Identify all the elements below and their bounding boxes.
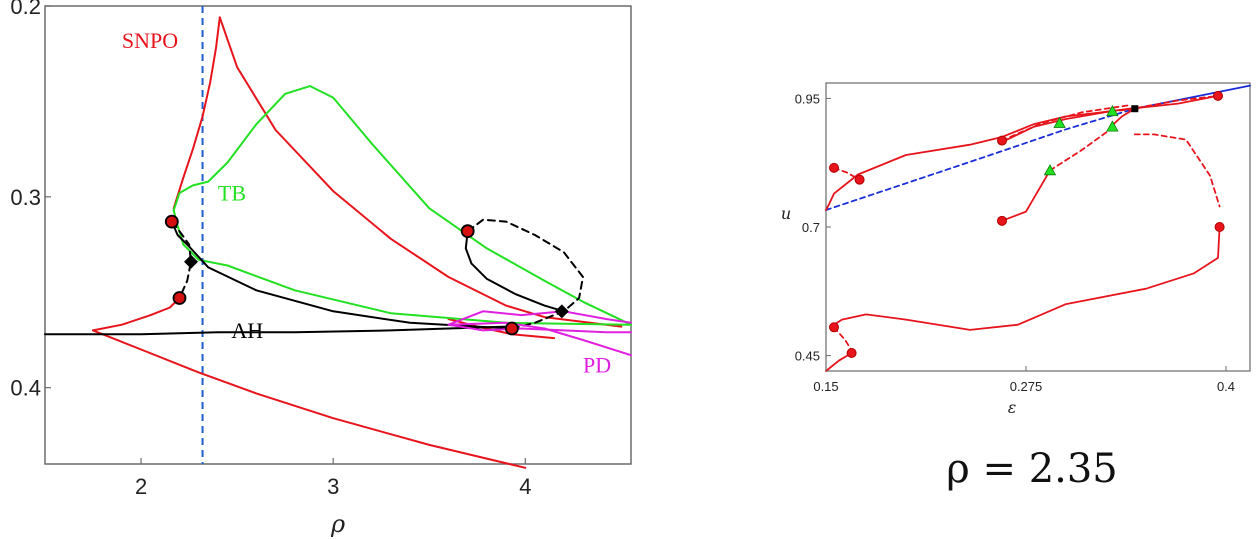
left-series-line-10: [464, 230, 565, 313]
left-ytick-label-2: 0.4: [10, 376, 41, 401]
right-ytick-label-0: 0.45: [795, 349, 820, 364]
left-annotations-group: SNPO TB AH PD: [122, 28, 611, 377]
right-marker-circle-2: [997, 135, 1007, 146]
left-series-line-2: [172, 16, 221, 210]
right-series-line-10: [1109, 107, 1136, 128]
left-marker-circle-2: [460, 224, 475, 239]
right-marker-triangle-8: [1053, 116, 1066, 128]
right-marker-circle-1: [854, 174, 865, 185]
right-marker-triangle-11: [1043, 164, 1057, 176]
left-plot-frame: [44, 5, 632, 465]
right-markers-group: [829, 90, 1225, 358]
left-ytick-label-0: 0.2: [10, 0, 41, 19]
left-series-line-3: [218, 16, 623, 328]
left-ytick-label-1: 0.3: [10, 185, 41, 210]
right-marker-triangle-10: [1106, 120, 1119, 132]
right-series-line-11: [1133, 133, 1221, 208]
left-series-line-7: [44, 325, 508, 336]
right-marker-circle-0: [829, 162, 839, 173]
chart-bifurcation-rho: 2 3 4 0.2 0.3 0.4 SNPO TB AH PD ρ: [10, 0, 632, 538]
right-series-line-12: [833, 226, 1221, 331]
right-series-line-0: [825, 107, 1136, 211]
right-marker-triangle-9: [1106, 104, 1119, 117]
left-series-line-11: [466, 218, 584, 313]
right-xtick-label-1: 0.275: [1010, 379, 1043, 394]
left-series-line-14: [447, 323, 632, 334]
right-series-group: [825, 84, 1251, 372]
left-series-line-0: [92, 297, 181, 332]
left-series-line-5: [172, 85, 632, 326]
left-markers-group: [164, 214, 569, 336]
right-marker-circle-7: [846, 348, 857, 358]
left-series-line-1: [92, 329, 527, 469]
chart-u-vs-epsilon: 0.15 0.275 0.4 0.45 0.7 0.95 ε u ρ = 2.35: [781, 82, 1251, 492]
right-marker-square-12: [1131, 105, 1139, 113]
left-x-axis-label: ρ: [330, 510, 345, 538]
left-annotation-tb: TB: [218, 181, 246, 206]
right-series-line-2: [825, 95, 1219, 211]
left-marker-diamond-4: [184, 254, 199, 269]
right-marker-circle-6: [829, 322, 839, 333]
right-series-line-7: [1001, 169, 1051, 222]
right-xtick-label-2: 0.4: [1217, 379, 1235, 394]
left-annotation-pd: PD: [583, 352, 611, 377]
right-caption: ρ = 2.35: [946, 446, 1118, 492]
right-series-line-5: [1001, 104, 1131, 142]
left-series-line-15: [447, 321, 632, 357]
right-marker-circle-3: [997, 215, 1007, 226]
left-series-line-8: [170, 220, 513, 330]
left-annotation-snpo: SNPO: [122, 28, 178, 53]
left-annotation-ah: AH: [231, 318, 263, 343]
right-x-axis-label: ε: [1008, 398, 1017, 417]
left-series-line-13: [447, 310, 632, 326]
left-series-group: [44, 6, 632, 469]
right-series-line-4: [1001, 110, 1112, 143]
left-marker-circle-0: [164, 214, 179, 229]
right-ytick-label-1: 0.7: [802, 220, 820, 235]
right-marker-circle-4: [1213, 90, 1223, 101]
left-series-line-9: [170, 220, 192, 299]
right-marker-circle-5: [1214, 222, 1225, 232]
right-series-line-8: [1049, 125, 1115, 172]
left-xtick-label-2: 4: [519, 474, 531, 499]
right-xtick-label-0: 0.15: [813, 379, 838, 394]
left-marker-circle-1: [172, 291, 187, 305]
left-ticks-group: 2 3 4 0.2 0.3 0.4: [10, 0, 531, 499]
left-xtick-label-1: 3: [327, 474, 339, 499]
right-y-axis-label: u: [781, 204, 791, 223]
left-marker-diamond-5: [554, 304, 569, 319]
right-ytick-label-2: 0.95: [795, 91, 820, 106]
right-series-line-13: [833, 326, 853, 352]
right-ticks-group: 0.15 0.275 0.4 0.45 0.7 0.95: [795, 91, 1235, 394]
left-xtick-label-0: 2: [135, 474, 147, 499]
left-marker-circle-3: [504, 321, 519, 336]
